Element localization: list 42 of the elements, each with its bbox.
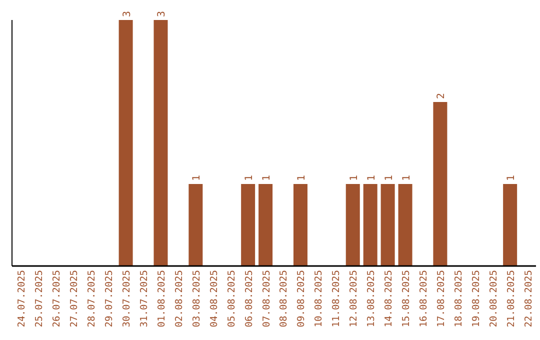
x-tick-label: 20.08.2025 [488,270,500,328]
data-label: 2 [436,92,448,99]
data-label: 1 [348,174,360,181]
x-tick-label: 02.08.2025 [174,270,185,328]
data-label: 3 [156,10,168,17]
data-label: 1 [506,174,518,181]
data-label: 1 [262,174,273,181]
x-tick-label: 18.08.2025 [453,270,464,328]
x-tick-label: 04.08.2025 [208,270,220,328]
x-tick-label: 08.08.2025 [278,270,290,328]
x-tick-label: 13.08.2025 [366,270,378,328]
x-tick-label: 01.08.2025 [156,270,168,328]
data-label: 1 [384,174,395,181]
x-tick-label: 03.08.2025 [191,270,202,328]
x-tick-label: 19.08.2025 [470,270,482,328]
x-tick-label: 22.08.2025 [523,270,534,328]
x-tick-label: 15.08.2025 [401,270,412,328]
x-tick-label: 14.08.2025 [384,270,395,328]
x-tick-label: 17.08.2025 [436,270,447,328]
x-tick-label: 09.08.2025 [296,270,308,328]
x-tick-label: 06.08.2025 [244,270,255,328]
x-tick-label: 31.07.2025 [139,270,150,328]
x-tick-label: 28.07.2025 [86,270,98,328]
x-tick-label: 05.08.2025 [226,270,238,328]
x-tick-label: 25.07.2025 [34,270,46,328]
data-label: 1 [296,174,308,181]
x-tick-label: 26.07.2025 [52,270,63,328]
x-tick-label: 27.07.2025 [69,270,80,328]
data-label: 1 [244,174,256,181]
data-label: 1 [366,174,378,181]
x-tick-label: 07.08.2025 [261,270,272,328]
data-label: 1 [401,174,412,181]
x-tick-label: 24.07.2025 [16,270,28,328]
data-label: 3 [122,10,133,17]
x-tick-label: 16.08.2025 [418,270,430,328]
x-tick-label: 12.08.2025 [348,270,360,328]
x-tick-label: 29.07.2025 [104,270,116,328]
x-tick-label: 21.08.2025 [506,270,517,328]
data-label: 1 [192,174,203,181]
x-tick-label: 11.08.2025 [331,270,342,328]
x-tick-label: 10.08.2025 [314,270,325,328]
x-tick-label: 30.07.2025 [122,270,133,328]
